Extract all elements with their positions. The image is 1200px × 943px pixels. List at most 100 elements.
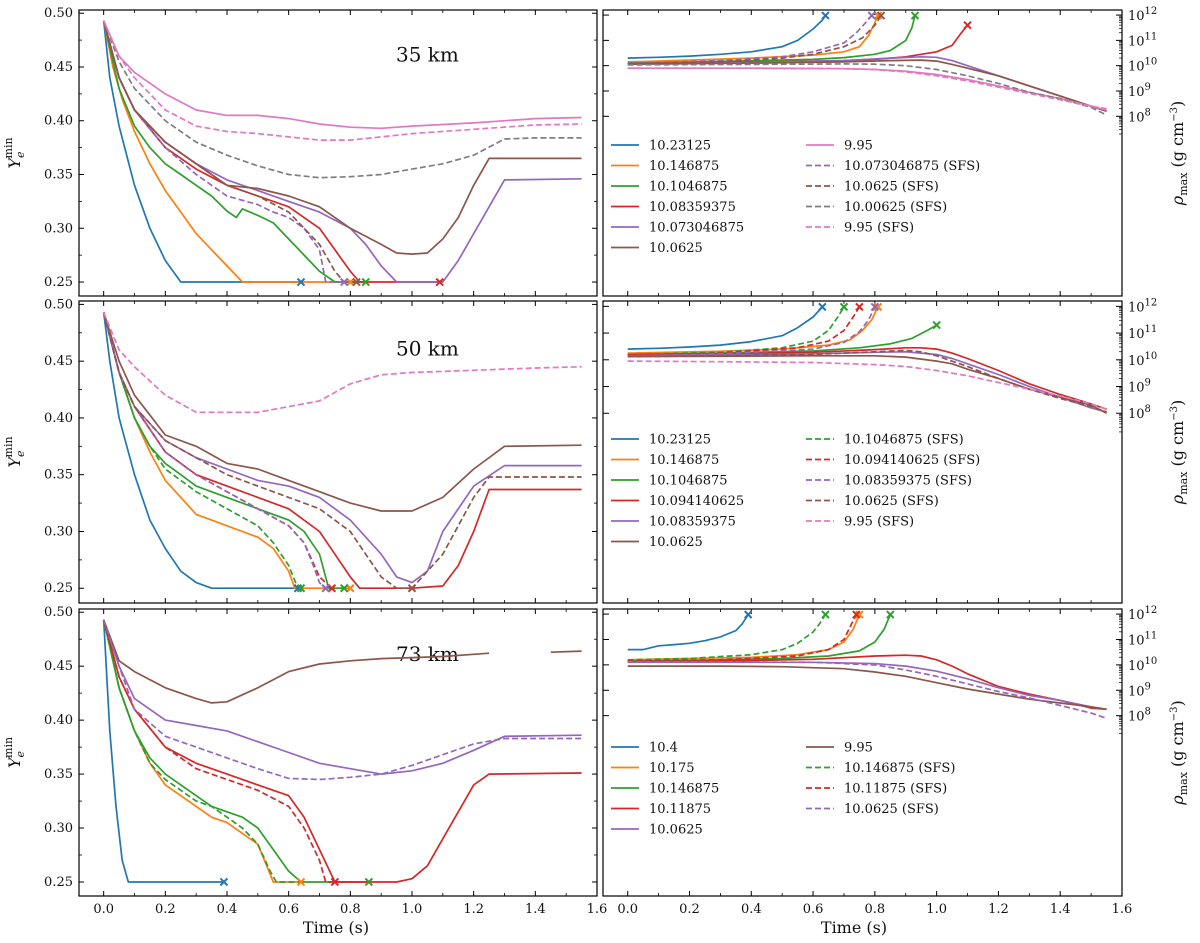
plot-frame — [602, 608, 1123, 897]
legend-label: 10.1046875 (SFS) — [844, 433, 964, 448]
distance-annotation: 35 km — [396, 43, 459, 67]
series-line-10-08359375 — [627, 350, 1107, 413]
series-line-10-094140625-SFS — [102, 312, 333, 589]
plot-frame — [602, 300, 1123, 604]
collapse-marker — [435, 277, 444, 287]
series-group — [102, 619, 582, 883]
series-line-9-95-SFS — [627, 360, 1107, 411]
panel-35-km-ye: 0.25 0.30 0.35 0.40 0.45 0.50 Yemin 35 km — [2, 6, 598, 297]
y-tick-label: 0.25 — [44, 875, 73, 890]
legend-label: 10.146875 — [649, 782, 719, 797]
collapse-marker — [821, 11, 830, 20]
series-line-10-00625-SFS — [102, 20, 582, 179]
collapse-marker — [910, 11, 920, 20]
collapse-marker — [296, 877, 306, 887]
y-tick-label: 0.45 — [44, 659, 73, 674]
x-tick-label: 1.4 — [1050, 902, 1071, 917]
x-tick-label: 0.6 — [278, 902, 299, 917]
collapse-marker — [886, 610, 895, 619]
series-line-10-0625-SFS — [627, 15, 882, 65]
x-tick-label: 0.4 — [741, 902, 762, 917]
series-line-10-1046875 — [627, 15, 916, 65]
series-line-10-146875-SFS — [102, 619, 301, 883]
series-line-10-11875 — [102, 619, 582, 883]
legend-label: 10.0625 (SFS) — [844, 180, 939, 195]
series-line-10-073046875-SFS — [627, 15, 873, 65]
y-axis-label: Yemin — [2, 137, 27, 168]
collapse-marker — [876, 11, 886, 20]
legend-label: 9.95 — [844, 139, 873, 154]
series-line-10-0625-SFS — [627, 660, 1107, 720]
series-line-10-4 — [102, 619, 224, 883]
plot-frame — [78, 608, 598, 897]
x-axis-label-right: Time (s) — [821, 918, 887, 937]
legend: 10.23125 10.146875 10.1046875 10.094140625 1… — [611, 433, 980, 550]
series-line-10-08359375-SFS — [627, 306, 876, 357]
collapse-marker — [852, 610, 861, 619]
collapse-marker — [346, 277, 355, 287]
collapse-marker — [873, 11, 883, 20]
series-line-10-00625-SFS — [627, 63, 1107, 116]
y-tick-label: 0.45 — [44, 60, 73, 75]
legend-label: 10.0625 (SFS) — [844, 494, 939, 509]
legend-label: 10.175 — [649, 761, 695, 776]
series-line-10-08359375 — [102, 312, 582, 584]
collapse-marker — [855, 610, 864, 619]
collapse-marker — [364, 877, 374, 887]
series-line-10-08359375-SFS — [102, 312, 327, 589]
series-line-10-146875-SFS — [627, 614, 827, 661]
legend-label: 10.073046875 (SFS) — [844, 159, 980, 174]
x-tick-label: 0.2 — [155, 902, 176, 917]
collapse-marker — [855, 302, 864, 312]
collapse-marker — [296, 277, 306, 287]
series-line-10-0625 — [102, 619, 582, 775]
collapse-marker — [327, 584, 337, 593]
series-line-10-175 — [102, 619, 301, 883]
legend-label: 10.23125 — [649, 139, 711, 154]
plot-frame — [78, 300, 598, 604]
series-line-10-146875 — [102, 312, 351, 590]
series-group — [627, 306, 1107, 414]
series-line-10-0625-SFS — [102, 20, 357, 283]
series-line-10-4 — [627, 614, 749, 651]
y-tick-label: 0.40 — [44, 411, 73, 426]
legend-label: 10.08359375 (SFS) — [844, 474, 972, 489]
series-group — [627, 614, 1107, 720]
series-line-10-146875 — [627, 15, 879, 63]
x-tick-label: 1.2 — [463, 902, 484, 917]
x-tick-label: 0.8 — [340, 902, 361, 917]
series-line-9-95-SFS — [102, 312, 582, 414]
y-tick-label: 109 — [1128, 82, 1151, 100]
y-tick-label: 1011 — [1128, 324, 1157, 342]
y-tick-label: 0.30 — [44, 524, 73, 539]
series-group — [102, 20, 582, 283]
legend-label: 10.08359375 — [649, 515, 736, 530]
series-line-10-11875-SFS — [102, 619, 335, 883]
collapse-marker — [821, 610, 830, 619]
y-tick-label: 0.25 — [44, 275, 73, 290]
series-line-10-0625 — [102, 312, 582, 512]
series-line-9-95 — [102, 20, 582, 130]
y-tick-label: 0.35 — [44, 168, 73, 183]
collapse-marker — [339, 584, 349, 593]
series-line-9-95 — [627, 67, 1107, 111]
series-group — [627, 15, 1107, 116]
collapse-marker — [873, 302, 883, 312]
x-tick-label: 0.8 — [865, 902, 886, 917]
series-line-10-073046875 — [102, 20, 582, 283]
collapse-marker — [321, 584, 330, 593]
x-tick-label: 0.0 — [617, 902, 638, 917]
legend-label: 10.23125 — [649, 433, 711, 448]
legend-label: 10.073046875 — [649, 221, 744, 236]
legend-label: 10.1046875 — [649, 180, 728, 195]
legend: 10.4 10.175 10.146875 10.11875 10.0625 9.95 10… — [611, 741, 955, 838]
panel-50-km-ye: 0.25 0.30 0.35 0.40 0.45 0.50 Yemin 50 km — [2, 297, 598, 604]
collapse-marker — [867, 11, 876, 20]
collapse-marker — [352, 277, 361, 287]
series-line-9-95-SFS — [102, 20, 582, 141]
x-axis-label-left: Time (s) — [303, 918, 369, 937]
collapse-marker — [346, 584, 355, 593]
y-tick-label: 0.50 — [44, 297, 73, 312]
y-tick-label: 0.35 — [44, 767, 73, 782]
